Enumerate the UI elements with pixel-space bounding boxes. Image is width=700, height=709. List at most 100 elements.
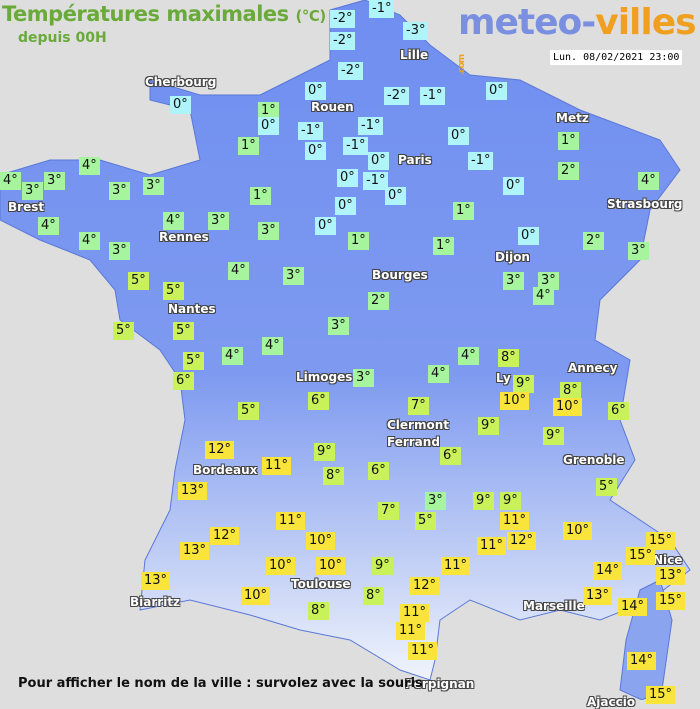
temperature-badge[interactable]: 9° [314, 443, 335, 461]
temperature-badge[interactable]: 5° [183, 352, 204, 370]
temperature-badge[interactable]: 15° [646, 532, 676, 550]
temperature-badge[interactable]: 9° [543, 427, 564, 445]
temperature-badge[interactable]: 4° [262, 337, 283, 355]
temperature-badge[interactable]: 15° [646, 686, 676, 704]
temperature-badge[interactable]: 3° [22, 182, 43, 200]
temperature-badge[interactable]: 3° [353, 369, 374, 387]
temperature-badge[interactable]: 1° [238, 137, 259, 155]
temperature-badge[interactable]: 11° [408, 642, 438, 660]
temperature-badge[interactable]: 4° [0, 172, 21, 190]
temperature-badge[interactable]: 8° [308, 602, 329, 620]
temperature-badge[interactable]: -1° [420, 87, 446, 105]
temperature-badge[interactable]: -1° [369, 0, 395, 18]
temperature-badge[interactable]: 2° [368, 292, 389, 310]
temperature-badge[interactable]: -2° [330, 32, 356, 50]
temperature-badge[interactable]: -1° [468, 152, 494, 170]
temperature-badge[interactable]: 12° [210, 527, 240, 545]
temperature-badge[interactable]: 10° [306, 532, 336, 550]
temperature-badge[interactable]: 4° [163, 212, 184, 230]
temperature-badge[interactable]: 1° [433, 237, 454, 255]
temperature-badge[interactable]: 3° [109, 242, 130, 260]
temperature-badge[interactable]: 1° [558, 132, 579, 150]
temperature-badge[interactable]: -1° [298, 122, 324, 140]
temperature-badge[interactable]: 10° [266, 557, 296, 575]
temperature-badge[interactable]: 11° [400, 604, 430, 622]
temperature-badge[interactable]: 1° [258, 102, 279, 120]
temperature-badge[interactable]: 4° [222, 347, 243, 365]
temperature-badge[interactable]: 8° [498, 349, 519, 367]
temperature-badge[interactable]: 4° [533, 287, 554, 305]
temperature-badge[interactable]: 0° [448, 127, 469, 145]
temperature-badge[interactable]: 3° [283, 267, 304, 285]
temperature-badge[interactable]: 7° [378, 502, 399, 520]
temperature-badge[interactable]: -1° [358, 117, 384, 135]
temperature-badge[interactable]: 9° [473, 492, 494, 510]
temperature-badge[interactable]: 14° [593, 562, 623, 580]
temperature-badge[interactable]: 6° [440, 447, 461, 465]
temperature-badge[interactable]: 0° [335, 197, 356, 215]
temperature-badge[interactable]: -2° [338, 62, 364, 80]
temperature-badge[interactable]: 0° [486, 82, 507, 100]
temperature-badge[interactable]: 4° [38, 217, 59, 235]
meteo-villes-logo[interactable]: meteo-villes .com [457, 2, 700, 84]
temperature-badge[interactable]: 8° [363, 587, 384, 605]
temperature-badge[interactable]: 5° [415, 512, 436, 530]
temperature-badge[interactable]: 3° [258, 222, 279, 240]
temperature-badge[interactable]: 10° [563, 522, 593, 540]
temperature-badge[interactable]: 6° [308, 392, 329, 410]
temperature-badge[interactable]: 3° [109, 182, 130, 200]
temperature-badge[interactable]: 3° [208, 212, 229, 230]
temperature-badge[interactable]: 4° [79, 232, 100, 250]
temperature-badge[interactable]: 10° [316, 557, 346, 575]
temperature-badge[interactable]: 12° [507, 532, 537, 550]
temperature-badge[interactable]: -1° [363, 172, 389, 190]
temperature-badge[interactable]: 4° [228, 262, 249, 280]
temperature-badge[interactable]: 3° [143, 177, 164, 195]
temperature-badge[interactable]: 3° [44, 172, 65, 190]
temperature-badge[interactable]: 13° [141, 572, 171, 590]
temperature-badge[interactable]: 0° [170, 96, 191, 114]
temperature-badge[interactable]: 0° [503, 177, 524, 195]
temperature-badge[interactable]: 0° [337, 169, 358, 187]
temperature-badge[interactable]: 8° [323, 467, 344, 485]
temperature-badge[interactable]: 0° [305, 142, 326, 160]
temperature-badge[interactable]: 4° [79, 157, 100, 175]
temperature-badge[interactable]: -3° [403, 22, 429, 40]
temperature-badge[interactable]: 13° [178, 482, 208, 500]
temperature-badge[interactable]: 13° [583, 587, 613, 605]
temperature-badge[interactable]: 6° [368, 462, 389, 480]
temperature-badge[interactable]: 0° [315, 217, 336, 235]
temperature-badge[interactable]: 6° [173, 372, 194, 390]
temperature-badge[interactable]: 11° [276, 512, 306, 530]
temperature-badge[interactable]: -2° [330, 10, 356, 28]
temperature-badge[interactable]: 10° [553, 398, 583, 416]
temperature-badge[interactable]: 6° [608, 402, 629, 420]
temperature-badge[interactable]: 4° [458, 347, 479, 365]
temperature-badge[interactable]: 5° [238, 402, 259, 420]
temperature-badge[interactable]: 3° [628, 242, 649, 260]
temperature-badge[interactable]: 13° [180, 542, 210, 560]
temperature-badge[interactable]: 3° [425, 492, 446, 510]
temperature-badge[interactable]: -1° [343, 137, 369, 155]
temperature-badge[interactable]: 8° [560, 382, 581, 400]
temperature-badge[interactable]: 11° [262, 457, 292, 475]
temperature-badge[interactable]: 11° [396, 622, 426, 640]
temperature-badge[interactable]: 10° [241, 587, 271, 605]
temperature-badge[interactable]: -2° [384, 87, 410, 105]
temperature-badge[interactable]: 11° [441, 557, 471, 575]
temperature-badge[interactable]: 12° [205, 441, 235, 459]
temperature-badge[interactable]: 0° [385, 187, 406, 205]
temperature-badge[interactable]: 12° [410, 577, 440, 595]
temperature-badge[interactable]: 14° [627, 652, 657, 670]
temperature-badge[interactable]: 14° [618, 598, 648, 616]
temperature-badge[interactable]: 11° [500, 512, 530, 530]
temperature-badge[interactable]: 10° [500, 392, 530, 410]
temperature-badge[interactable]: 3° [503, 272, 524, 290]
temperature-badge[interactable]: 1° [348, 232, 369, 250]
temperature-badge[interactable]: 15° [626, 547, 656, 565]
temperature-badge[interactable]: 0° [305, 82, 326, 100]
temperature-badge[interactable]: 2° [583, 232, 604, 250]
temperature-badge[interactable]: 7° [408, 397, 429, 415]
temperature-badge[interactable]: 5° [596, 478, 617, 496]
temperature-badge[interactable]: 4° [638, 172, 659, 190]
